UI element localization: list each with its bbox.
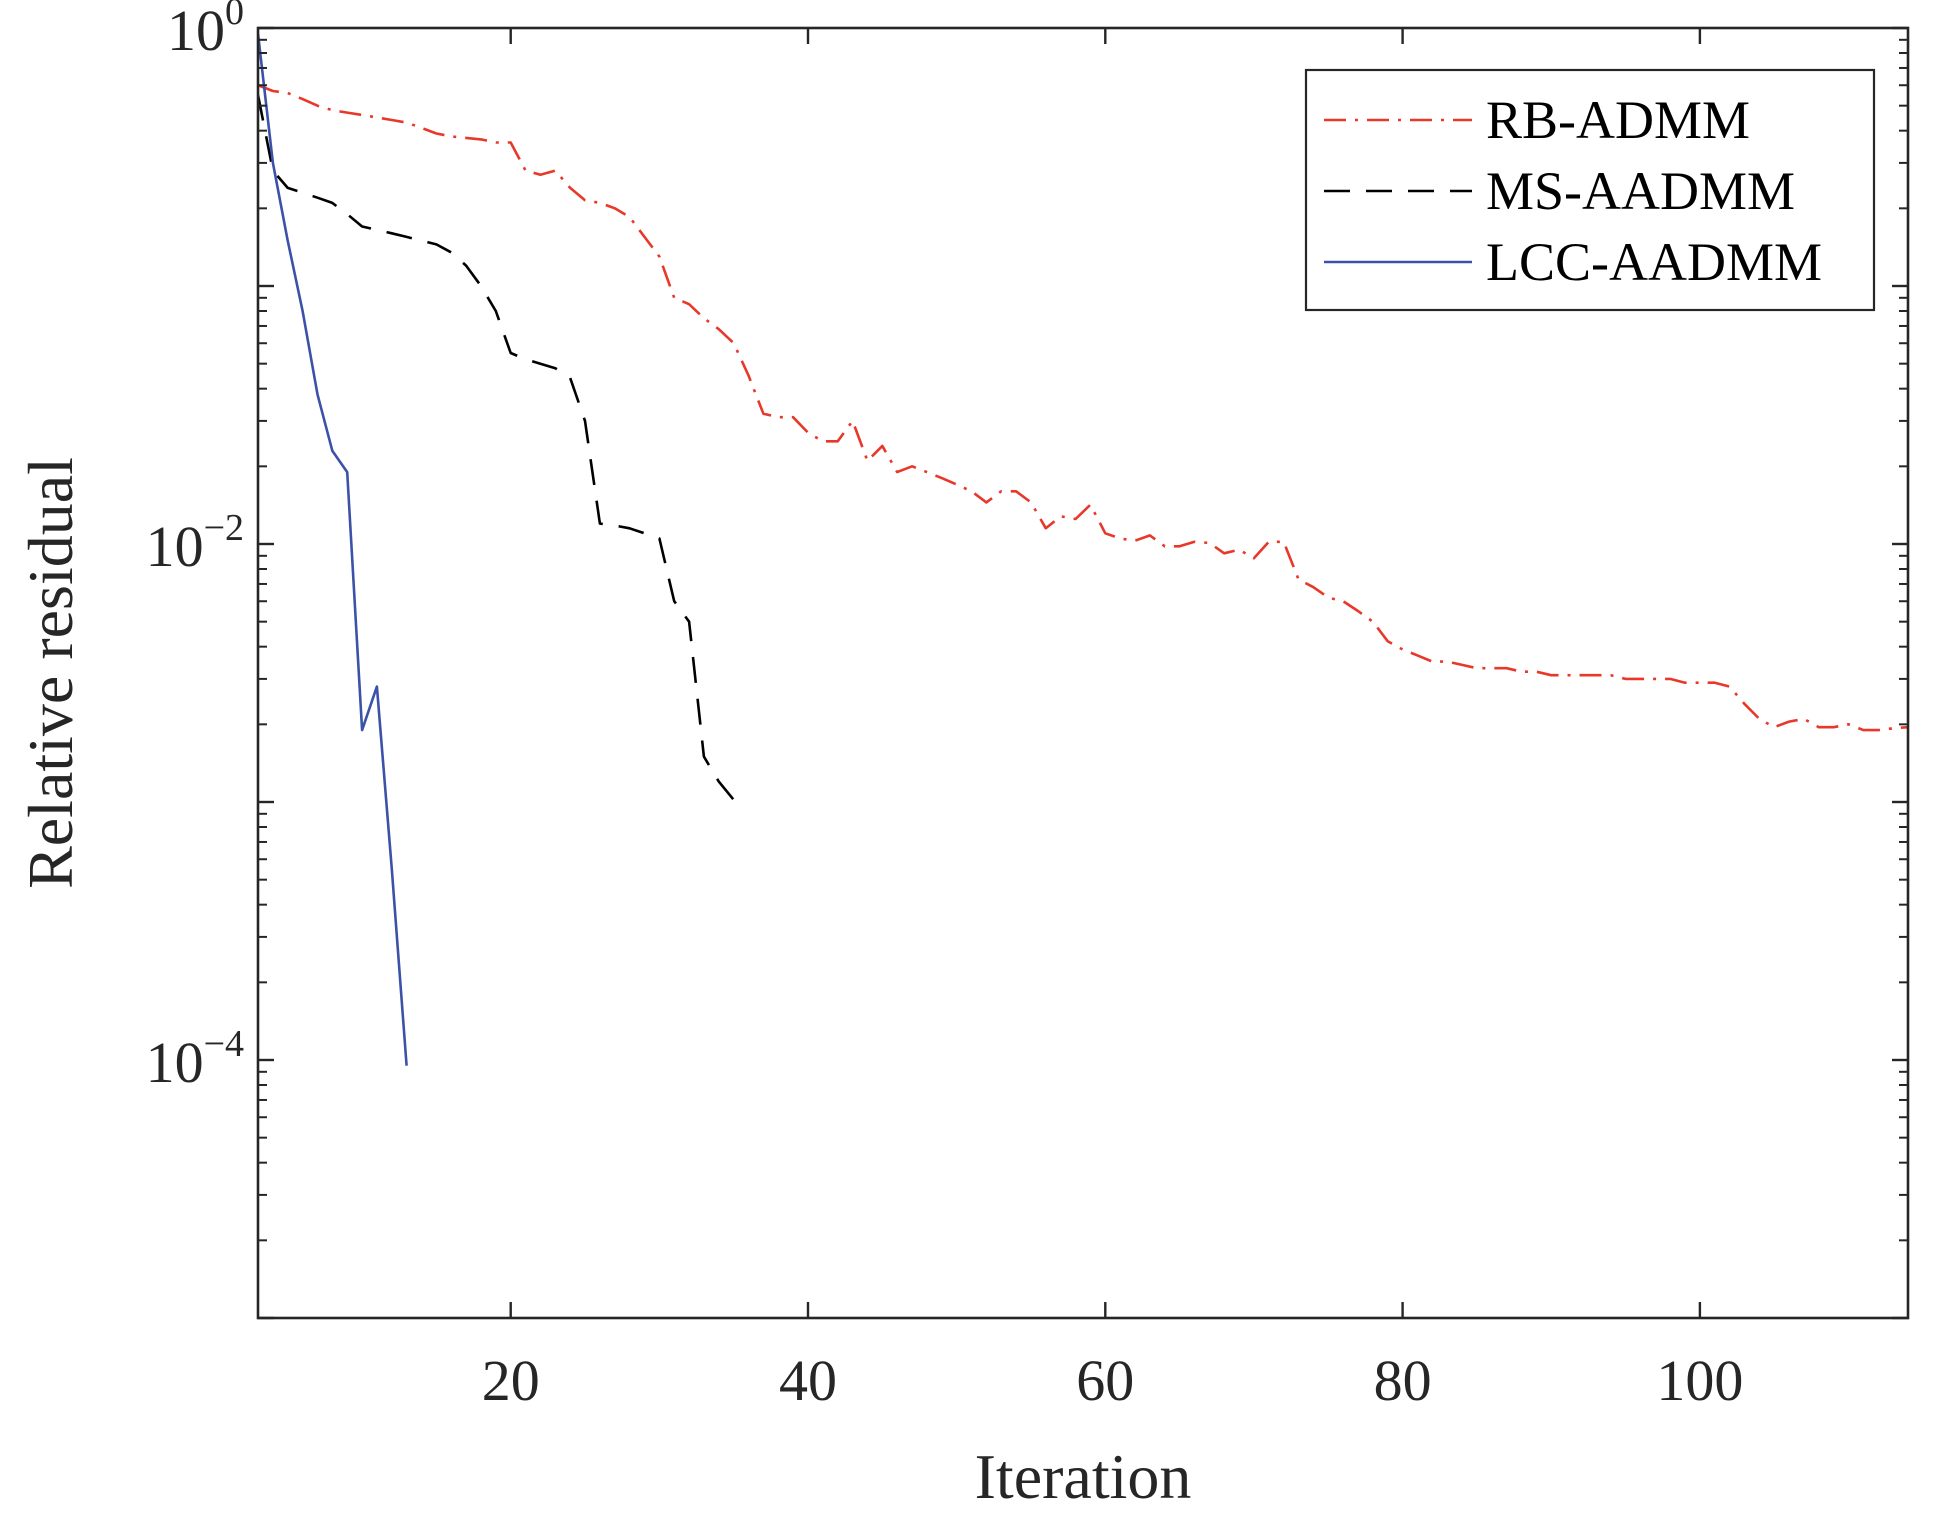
axes-layer (256, 26, 1910, 1320)
y-tick-base: 10 (167, 0, 225, 63)
y-tick-exponent: −2 (204, 507, 244, 549)
legend-label-ms-aadmm: MS-AADMM (1486, 161, 1795, 221)
x-axis-title: Iteration (975, 1441, 1192, 1512)
y-tick-label: 100 (167, 0, 244, 63)
legend: RB-ADMM MS-AADMM LCC-AADMM (1304, 68, 1876, 312)
y-tick-base: 10 (146, 514, 204, 579)
series-line-lcc-aadmm (258, 33, 408, 1066)
x-tick-label: 40 (779, 1348, 837, 1413)
y-tick-label: 10−4 (146, 1023, 244, 1095)
legend-label-rb-admm: RB-ADMM (1486, 90, 1750, 150)
series-line-rb-admm (258, 83, 1908, 732)
plot-frame (256, 26, 1910, 1320)
legend-box (1304, 68, 1876, 312)
y-axis-title: Relative residual (15, 457, 86, 889)
series-line-ms-aadmm (258, 94, 735, 801)
x-tick-label: 100 (1656, 1348, 1743, 1413)
y-tick-base: 10 (146, 1030, 204, 1095)
y-tick-exponent: 0 (225, 0, 244, 33)
y-tick-exponent: −4 (204, 1023, 244, 1065)
series-layer (258, 33, 1908, 1066)
legend-label-lcc-aadmm: LCC-AADMM (1486, 232, 1822, 292)
x-tick-label: 20 (482, 1348, 540, 1413)
labels-layer: 20 40 60 80 10010010−210−4IterationRelative … (15, 0, 1743, 1512)
x-tick-label: 60 (1076, 1348, 1134, 1413)
y-tick-label: 10−2 (146, 507, 244, 579)
x-tick-label: 80 (1374, 1348, 1432, 1413)
